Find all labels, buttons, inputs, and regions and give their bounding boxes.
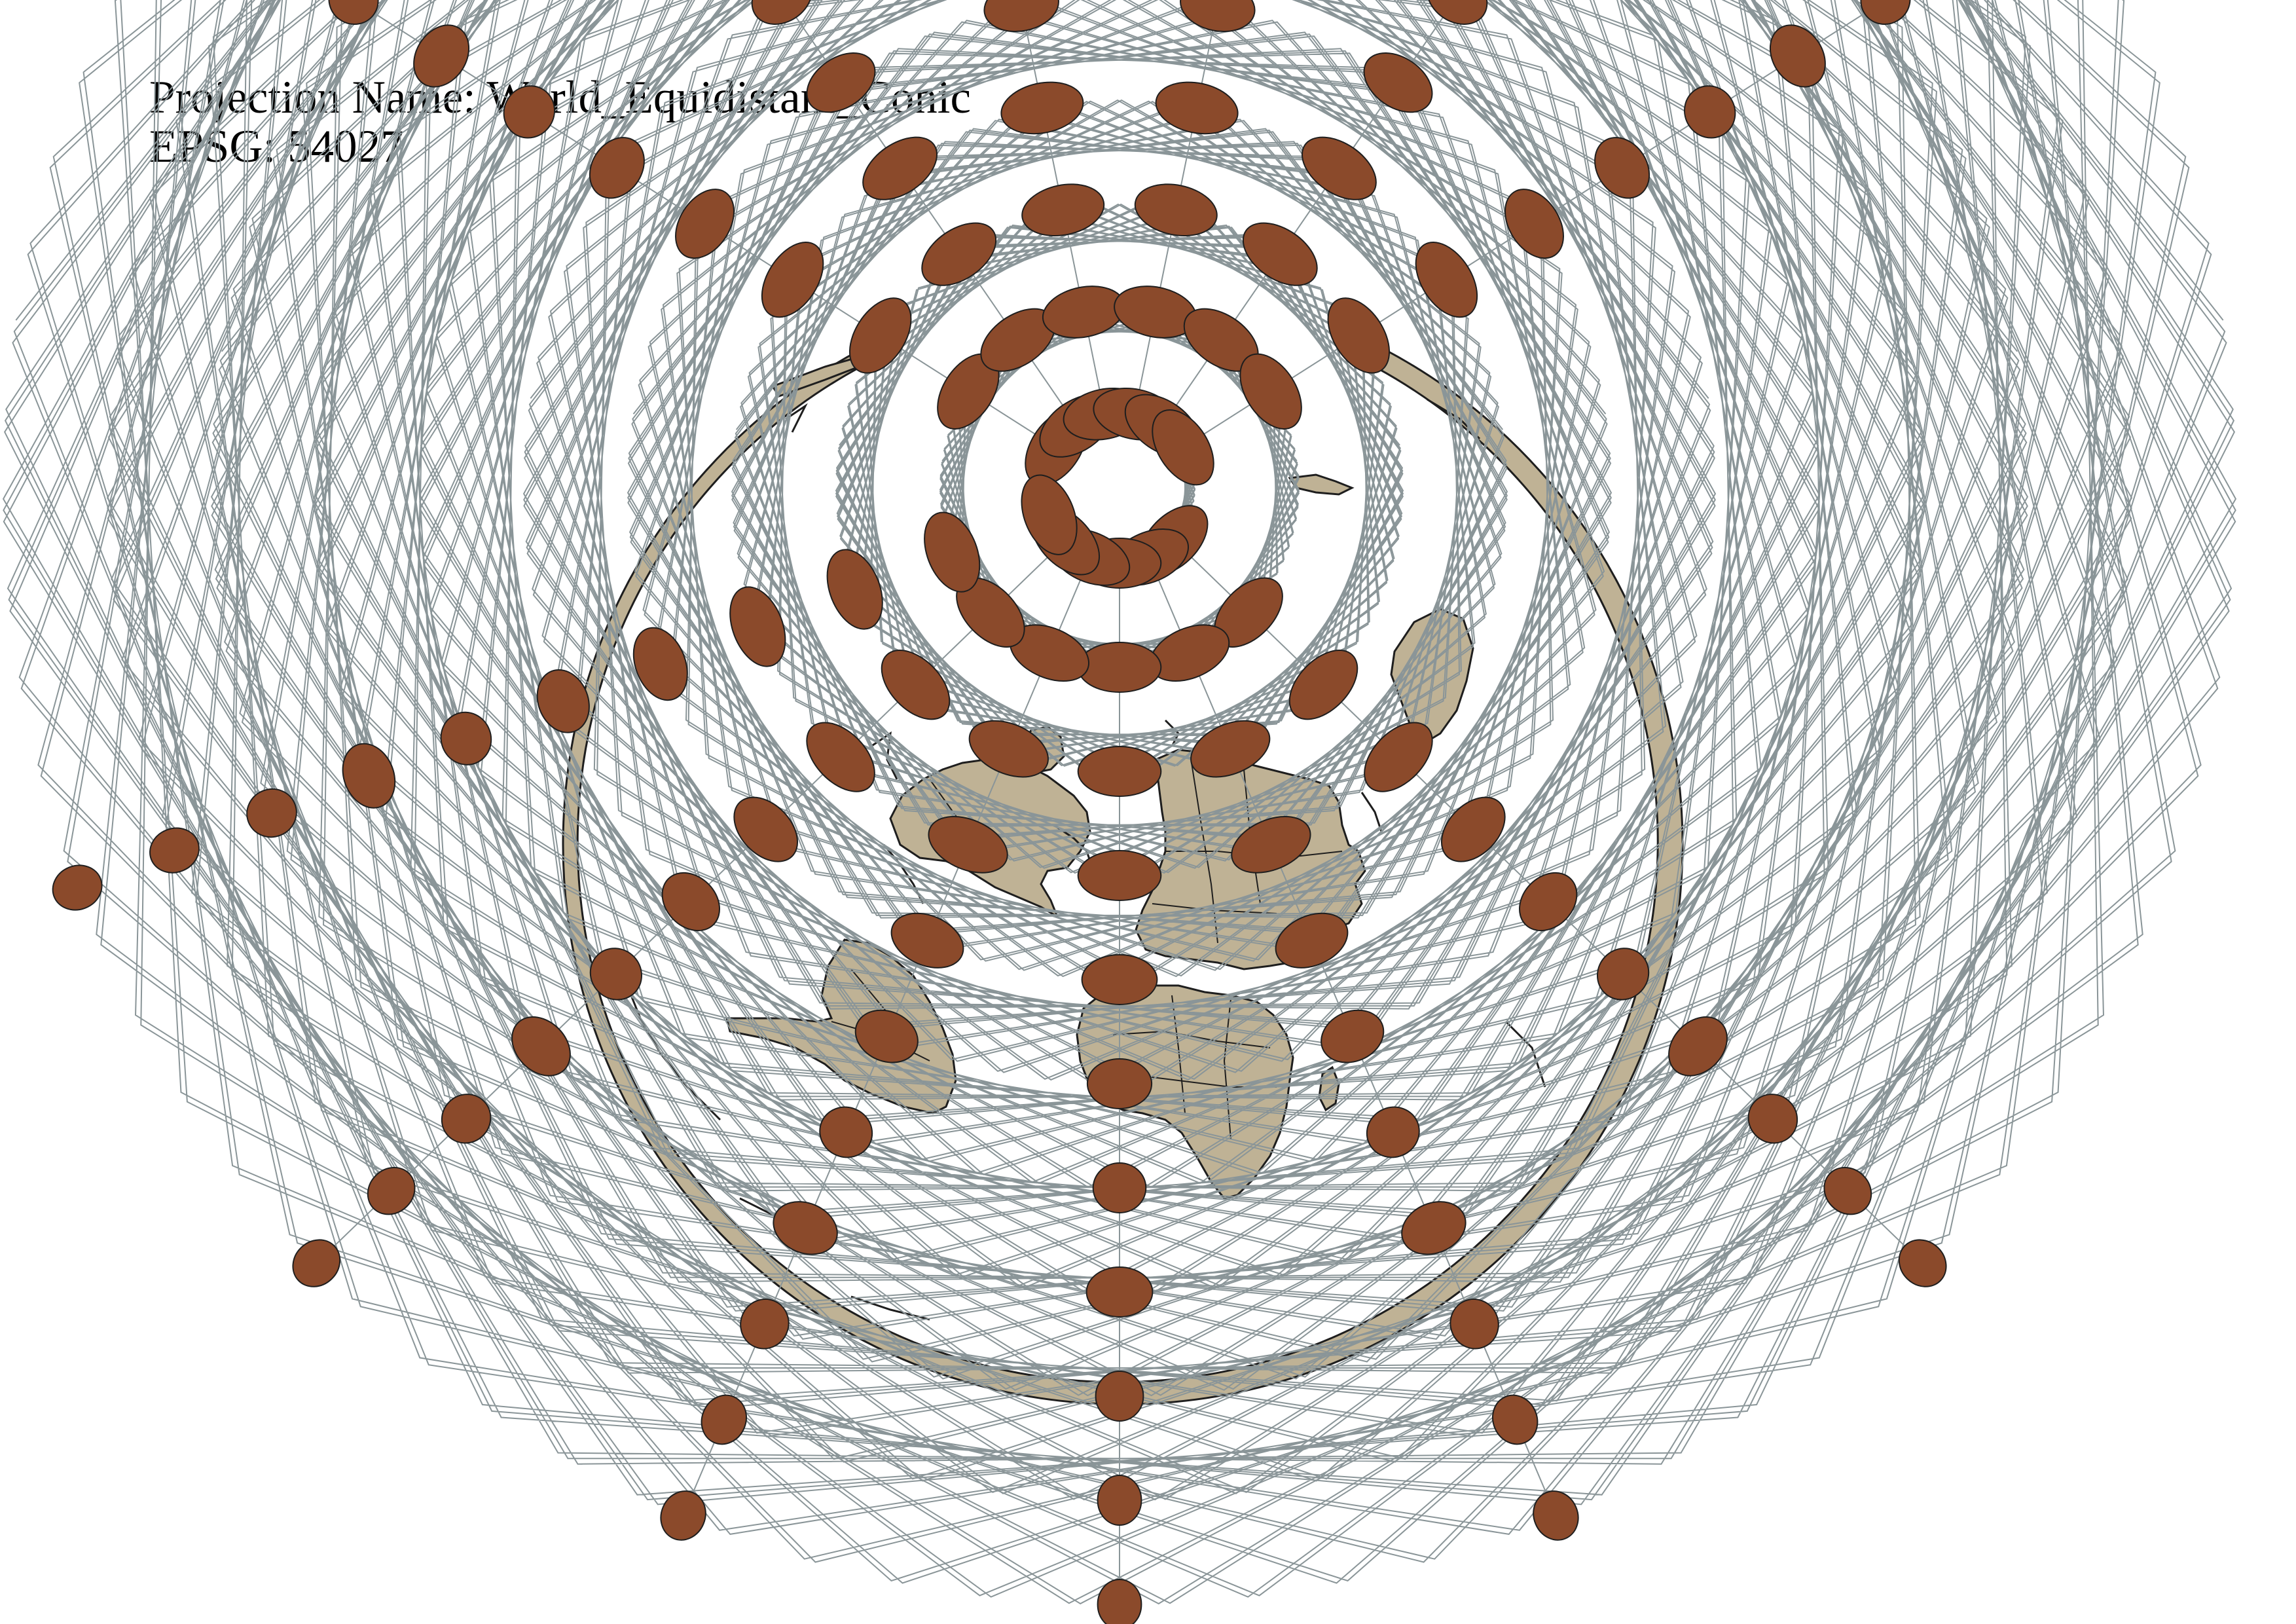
coastline-fragment <box>1360 792 1383 832</box>
tissot-ellipse <box>819 1106 873 1158</box>
tissot-ellipse <box>675 189 735 259</box>
tissot-ellipse <box>1823 1167 1872 1215</box>
tissot-ellipse <box>1134 183 1218 237</box>
tissot-ellipse <box>503 85 555 139</box>
tissot-ellipse <box>968 720 1049 778</box>
tissot-ellipse <box>928 816 1008 874</box>
graticule-meridian <box>1161 0 1456 426</box>
tissot-ellipse <box>1152 409 1214 486</box>
tissot-ellipse <box>1155 81 1239 135</box>
tissot-ellipse <box>921 222 997 286</box>
tissot-ellipse <box>1440 796 1506 862</box>
tissot-ellipse <box>1684 85 1736 139</box>
tissot-ellipse <box>511 1016 571 1077</box>
tissot-ellipse <box>1492 1394 1539 1445</box>
tissot-ellipse <box>806 52 876 113</box>
tissot-ellipse <box>1504 189 1564 259</box>
tissot-ellipse <box>806 722 875 792</box>
tissot-indicatrix-layer <box>52 0 1947 1624</box>
graticule <box>2 0 2237 1605</box>
tissot-ellipse <box>1092 1162 1147 1213</box>
tissot-ellipse <box>740 1298 790 1350</box>
tissot-ellipse <box>149 827 200 874</box>
tissot-ellipse <box>854 1009 919 1063</box>
tissot-ellipse <box>1415 241 1478 318</box>
tissot-ellipse <box>52 864 103 911</box>
tissot-ellipse <box>1594 137 1650 199</box>
tissot-ellipse <box>661 872 721 932</box>
tissot-ellipse <box>1180 0 1256 33</box>
tissot-ellipse <box>1449 1298 1499 1350</box>
graticule-meridian <box>783 0 1078 426</box>
tissot-ellipse <box>1426 0 1488 25</box>
tissot-ellipse <box>342 743 396 809</box>
tissot-ellipse <box>983 0 1059 33</box>
tissot-ellipse <box>246 788 297 838</box>
tissot-ellipse <box>890 912 964 969</box>
tissot-ellipse <box>1085 1266 1154 1318</box>
tissot-ellipse <box>1769 24 1826 88</box>
tissot-ellipse <box>1077 642 1162 693</box>
tissot-ellipse <box>1077 746 1162 797</box>
tissot-ellipse <box>1363 52 1433 113</box>
tissot-ellipse <box>1081 954 1158 1005</box>
tissot-ellipse <box>924 511 981 593</box>
tissot-ellipse <box>881 650 951 720</box>
tissot-ellipse <box>1668 1016 1728 1077</box>
tissot-ellipse <box>441 1094 492 1144</box>
tissot-ellipse <box>1401 1201 1467 1255</box>
tissot-ellipse <box>536 669 590 733</box>
tissot-ellipse <box>1301 136 1377 200</box>
tissot-ellipse <box>367 1167 416 1215</box>
tissot-ellipse <box>751 0 813 25</box>
tissot-ellipse <box>328 0 379 25</box>
tissot-ellipse <box>292 1239 341 1287</box>
tissot-ellipse <box>413 24 470 88</box>
tissot-ellipse <box>440 711 492 766</box>
coastline-fragment <box>883 844 924 904</box>
tissot-ellipse <box>1596 948 1650 1001</box>
tissot-ellipse <box>1190 720 1271 778</box>
tissot-ellipse <box>1239 353 1302 430</box>
tissot-ellipse <box>1321 1009 1385 1063</box>
tissot-ellipse <box>862 136 938 200</box>
graticule-meridian <box>1019 0 1106 415</box>
tissot-ellipse <box>1021 474 1078 555</box>
tissot-ellipse <box>848 297 912 374</box>
tissot-ellipse <box>1366 1106 1420 1158</box>
tissot-ellipse <box>1077 850 1162 901</box>
tissot-ellipse <box>1095 1371 1144 1422</box>
tissot-ellipse <box>733 796 799 862</box>
tissot-ellipse <box>632 627 688 701</box>
tissot-ellipse <box>1021 183 1105 237</box>
coastline-fragment <box>785 403 808 433</box>
tissot-ellipse <box>1242 222 1318 286</box>
tissot-ellipse <box>1364 722 1433 792</box>
border-line <box>1223 998 1231 1140</box>
tissot-ellipse <box>1327 297 1391 374</box>
graticule-meridian <box>1133 0 1220 415</box>
tissot-ellipse <box>1000 81 1084 135</box>
tissot-ellipse <box>589 948 643 1001</box>
tissot-ellipse <box>589 137 645 199</box>
tissot-ellipse <box>761 241 824 318</box>
tissot-ellipse <box>701 1394 747 1445</box>
tissot-ellipse <box>1518 872 1578 932</box>
tissot-ellipse <box>1533 1490 1579 1541</box>
tissot-ellipse <box>1898 1239 1947 1287</box>
tissot-ellipse <box>1860 0 1911 25</box>
arctic-island-right <box>1288 473 1355 496</box>
tissot-ellipse <box>1097 1475 1142 1526</box>
tissot-ellipse <box>1231 816 1311 874</box>
tissot-ellipse <box>1288 650 1358 720</box>
tissot-ellipse <box>729 586 786 667</box>
tissot-ellipse <box>773 1201 838 1255</box>
tissot-ellipse <box>1086 1058 1153 1109</box>
tissot-ellipse <box>826 549 883 630</box>
tissot-ellipse <box>1097 1579 1142 1624</box>
tissot-ellipse <box>1275 912 1349 969</box>
tissot-ellipse <box>1747 1094 1798 1144</box>
tissot-ellipse <box>660 1490 706 1541</box>
